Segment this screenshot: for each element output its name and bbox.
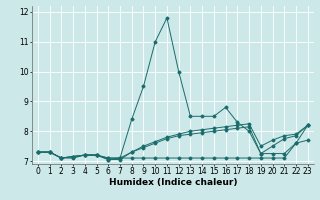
- X-axis label: Humidex (Indice chaleur): Humidex (Indice chaleur): [108, 178, 237, 187]
